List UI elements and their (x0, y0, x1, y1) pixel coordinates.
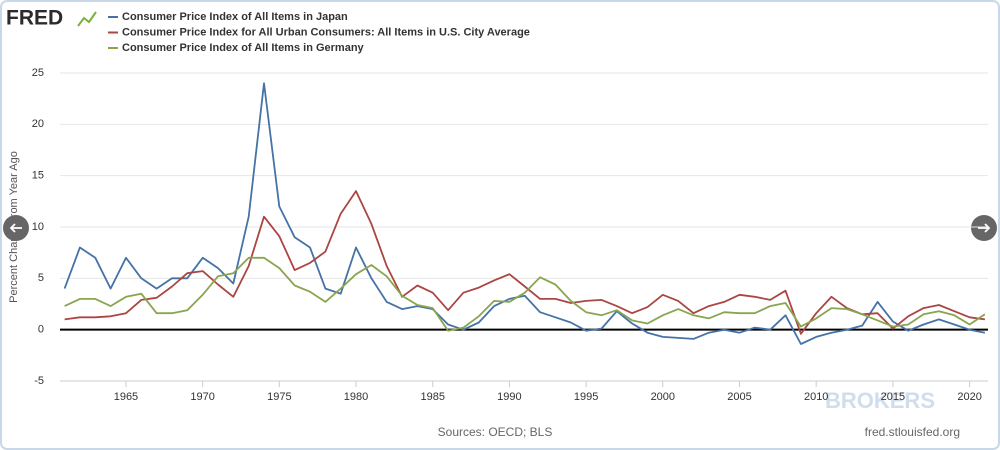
legend-label: Consumer Price Index of All Items in Ger… (122, 42, 365, 54)
y-tick-label: -5 (34, 375, 44, 387)
x-tick-label: 2015 (881, 391, 905, 403)
x-tick-label: 1965 (114, 391, 138, 403)
y-tick-label: 20 (32, 118, 44, 130)
x-tick-label: 2010 (804, 391, 828, 403)
series-line (63, 82, 986, 345)
x-tick-label: 1985 (420, 391, 444, 403)
logo-icon (77, 11, 97, 27)
x-tick-label: 1990 (497, 391, 521, 403)
x-tick-label: 1995 (574, 391, 598, 403)
credit: fred.stlouisfed.org (865, 425, 960, 439)
nav-right[interactable] (971, 215, 997, 241)
x-tick-label: 2020 (957, 391, 981, 403)
legend-label: Consumer Price Index for All Urban Consu… (122, 26, 530, 38)
x-tick-label: 1970 (190, 391, 214, 403)
series-line (64, 256, 986, 332)
y-tick-label: 10 (32, 221, 44, 233)
legend-label: Consumer Price Index of All Items in Jap… (122, 11, 348, 23)
logo: FRED (6, 7, 63, 30)
x-tick-label: 1980 (344, 391, 368, 403)
y-tick-label: 15 (32, 170, 44, 182)
source: Sources: OECD; BLS (438, 425, 553, 439)
x-tick-label: 2005 (727, 391, 751, 403)
y-tick-label: 0 (38, 324, 44, 336)
y-tick-label: 5 (38, 272, 44, 284)
series-line (64, 190, 986, 335)
x-tick-label: 2000 (651, 391, 675, 403)
x-tick-label: 1975 (267, 391, 291, 403)
y-tick-label: 25 (32, 67, 44, 79)
nav-left[interactable] (3, 215, 29, 241)
watermark: BROKERS (825, 388, 935, 413)
